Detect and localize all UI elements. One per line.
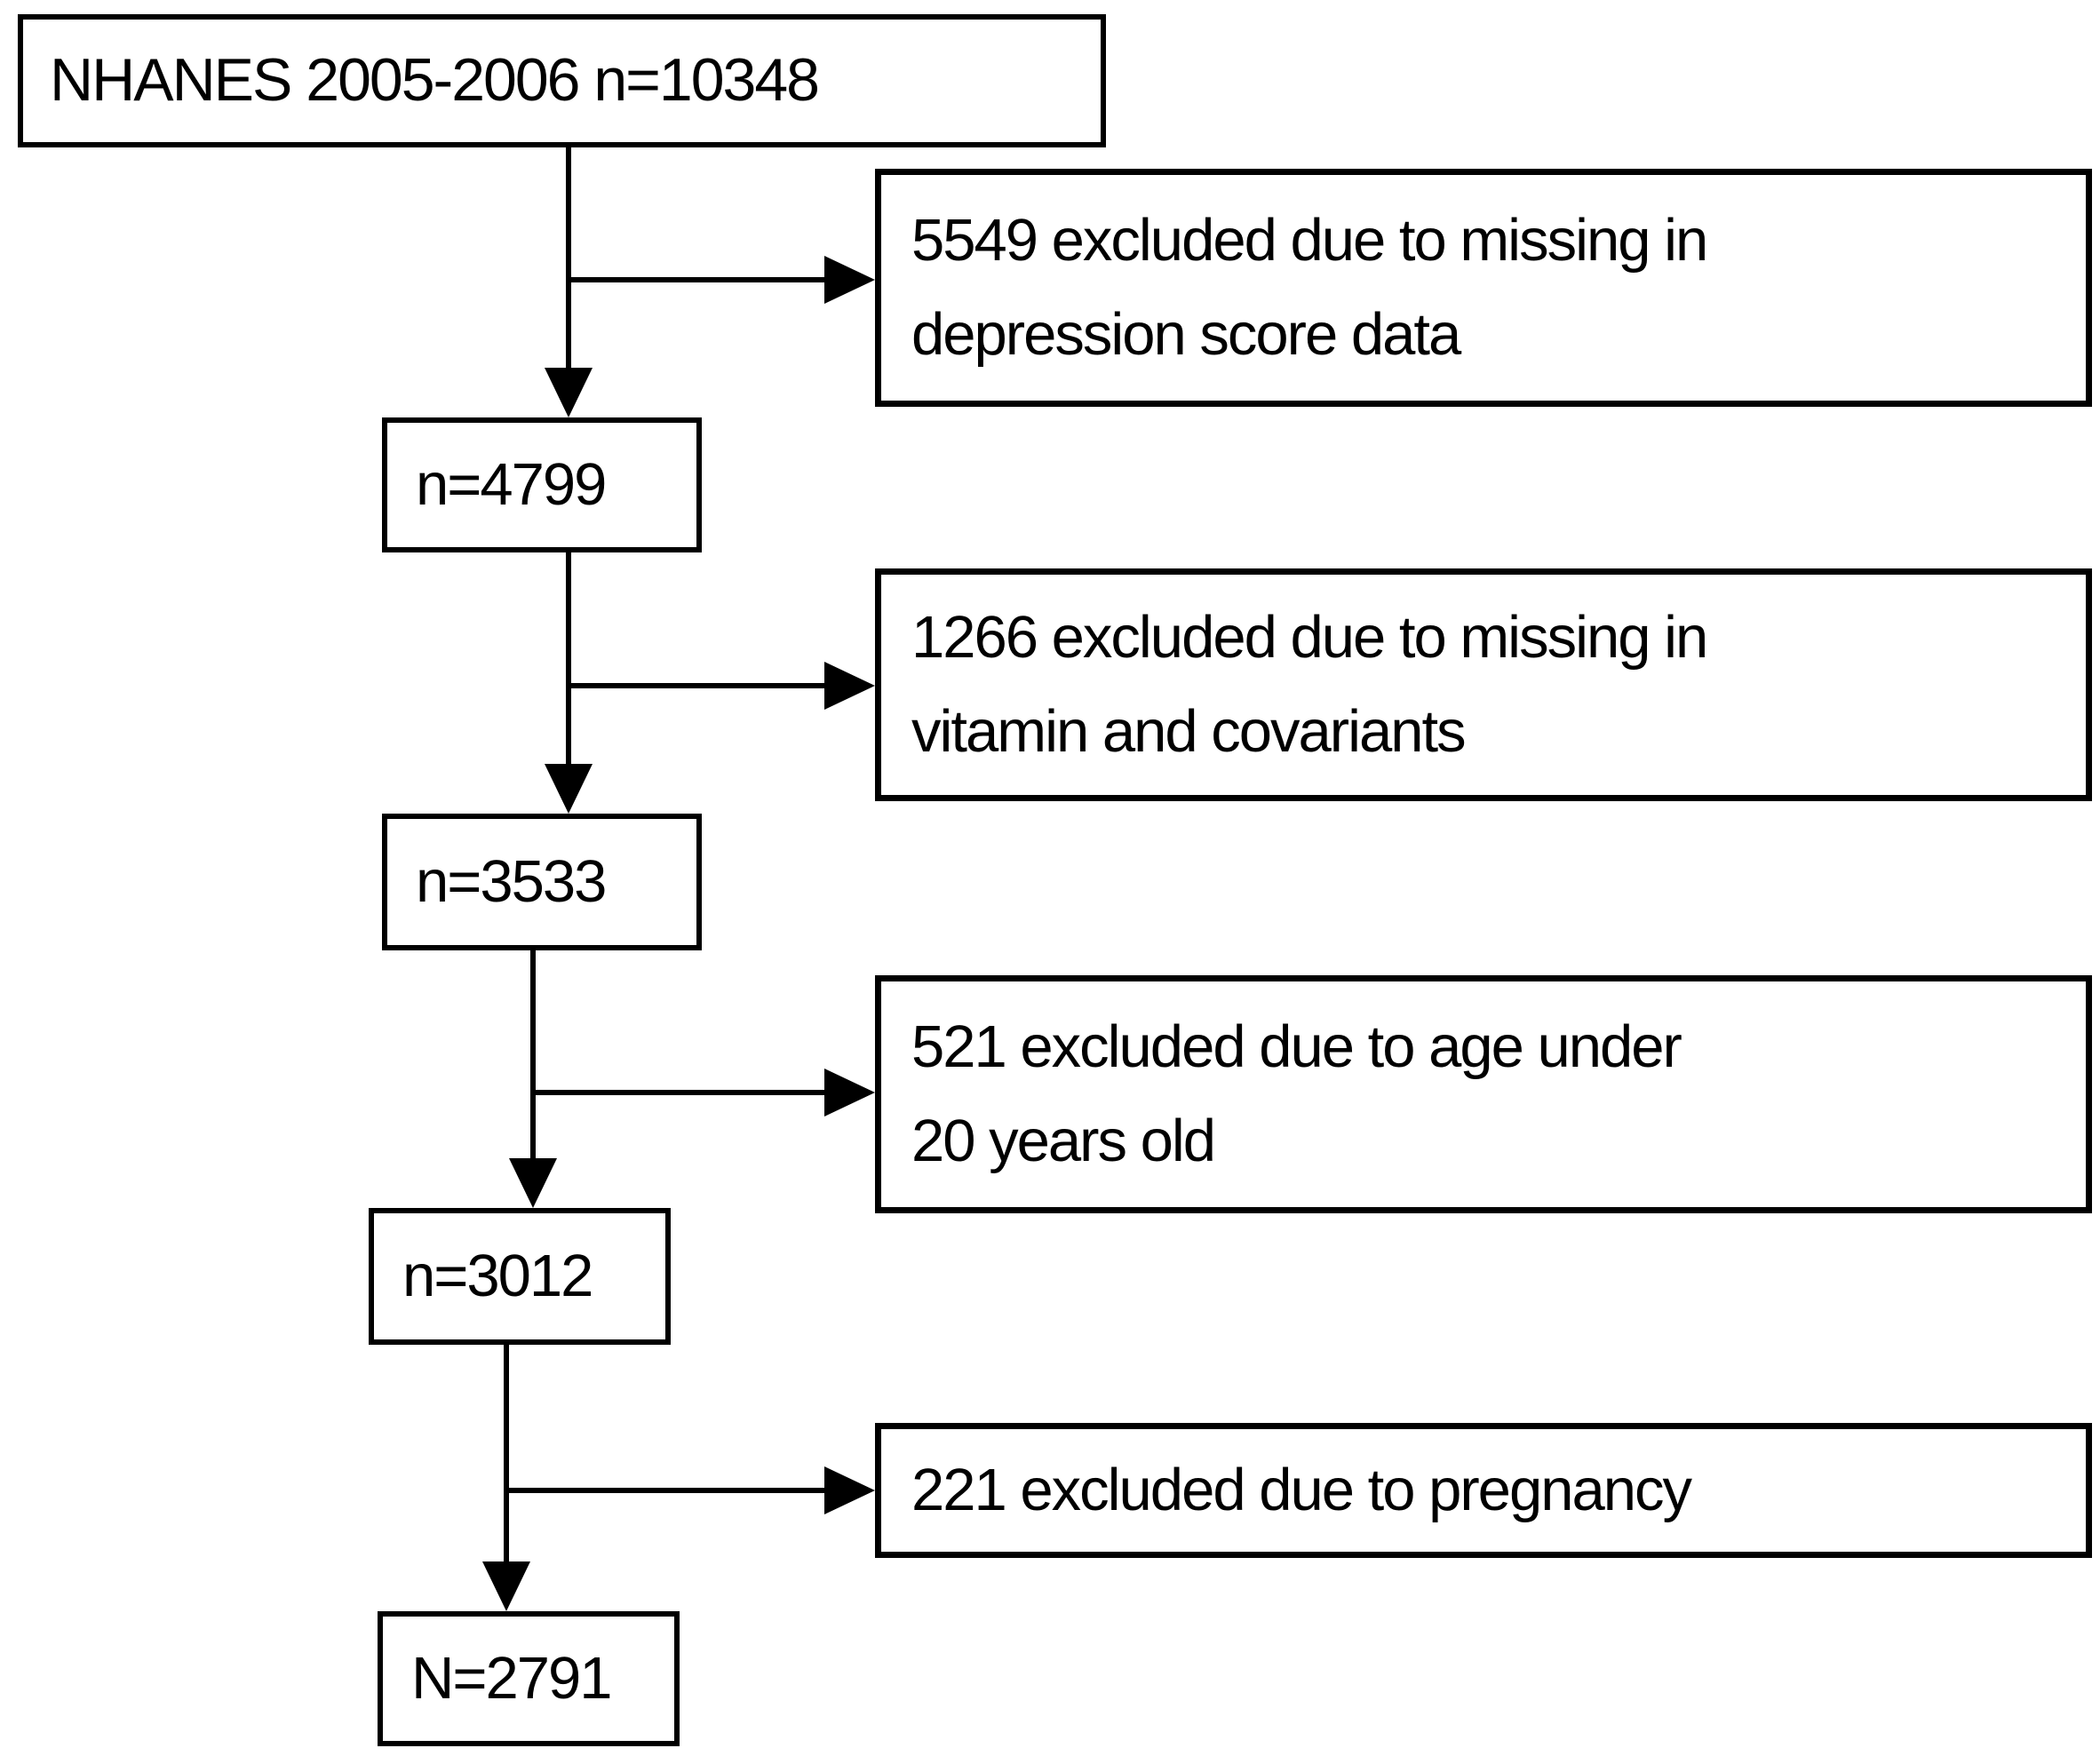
count-label: n=3012	[402, 1243, 593, 1310]
exclusion-text-line: 20 years old	[911, 1108, 1216, 1174]
arrow-branch-to-exclusion2	[569, 662, 875, 710]
arrow-step1-to-step2	[545, 551, 593, 814]
count-box-n4799: n=4799	[382, 417, 702, 552]
arrow-right-icon	[824, 256, 875, 304]
count-box-final-n2791: N=2791	[378, 1611, 680, 1746]
count-label: N=2791	[411, 1645, 613, 1712]
arrow-down-icon	[545, 764, 593, 814]
arrow-branch-to-exclusion1	[569, 256, 875, 304]
arrow-down-icon	[545, 368, 593, 417]
exclusion-box-vitamin-covariants: 1266 excluded due to missing in vitamin …	[875, 568, 2092, 801]
start-box-label: NHANES 2005-2006 n=10348	[50, 46, 820, 115]
exclusion-text-line: vitamin and covariants	[911, 698, 1467, 765]
count-box-n3533: n=3533	[382, 814, 702, 950]
arrow-branch-to-exclusion3	[533, 1069, 875, 1116]
exclusion-box-depression-score: 5549 excluded due to missing in depressi…	[875, 169, 2092, 407]
arrow-right-icon	[824, 1069, 875, 1116]
arrow-right-icon	[824, 662, 875, 710]
count-box-n3012: n=3012	[369, 1208, 671, 1345]
start-box: NHANES 2005-2006 n=10348	[18, 14, 1106, 147]
arrow-step3-to-final	[482, 1345, 530, 1611]
exclusion-text-line: 5549 excluded due to missing in	[911, 207, 1708, 274]
exclusion-text-line: 221 excluded due to pregnancy	[911, 1457, 1692, 1524]
arrow-down-icon	[509, 1158, 557, 1208]
exclusion-text-line: depression score data	[911, 301, 1461, 368]
count-label: n=4799	[416, 451, 607, 519]
exclusion-text-line: 521 excluded due to age under	[911, 1013, 1682, 1081]
count-label: n=3533	[416, 848, 607, 916]
arrow-right-icon	[824, 1466, 875, 1514]
exclusion-box-pregnancy: 221 excluded due to pregnancy	[875, 1423, 2092, 1558]
exclusion-text-line: 1266 excluded due to missing in	[911, 604, 1708, 671]
arrow-step2-to-step3	[509, 950, 557, 1208]
arrow-branch-to-exclusion4	[506, 1466, 875, 1514]
arrow-start-to-step1	[545, 147, 593, 417]
arrow-down-icon	[482, 1561, 530, 1611]
exclusion-box-age-under-20: 521 excluded due to age under 20 years o…	[875, 975, 2092, 1213]
